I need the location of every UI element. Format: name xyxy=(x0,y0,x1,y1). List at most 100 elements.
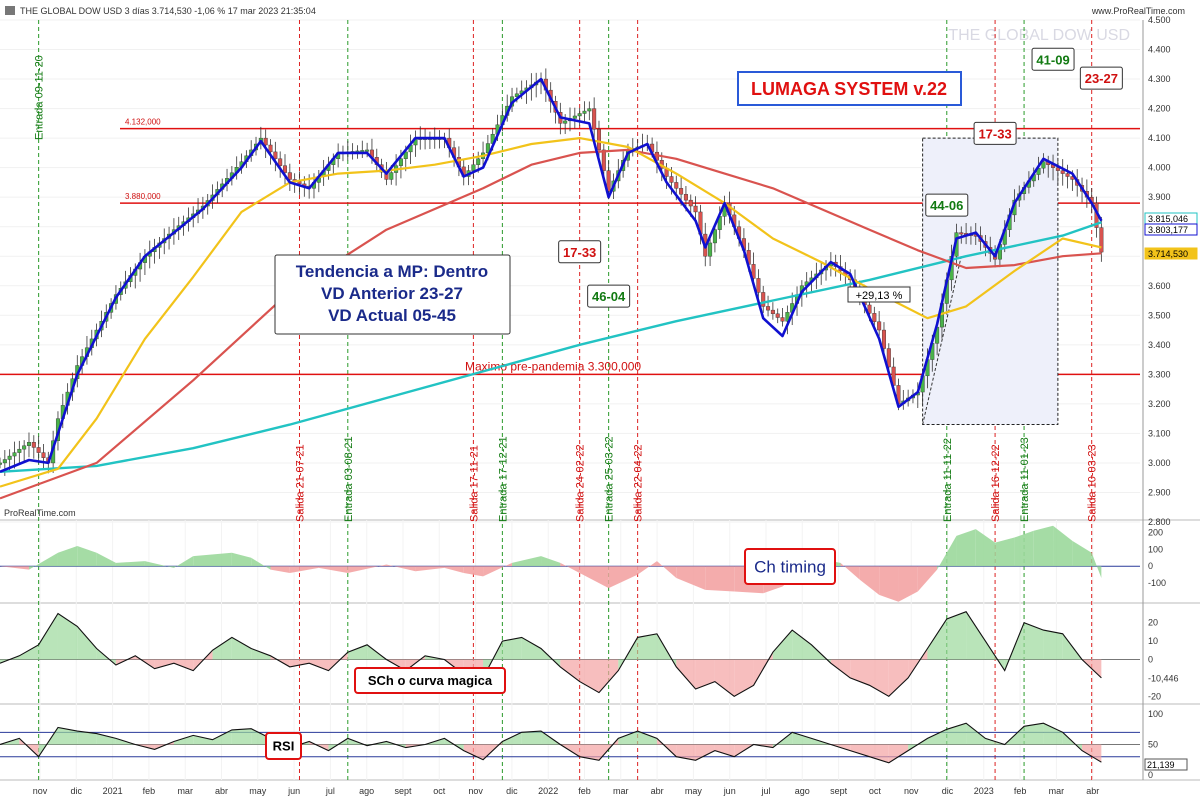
x-tick-label: 2022 xyxy=(538,786,558,796)
indicator-area xyxy=(154,659,174,669)
indicator-area xyxy=(96,733,116,745)
candle-body xyxy=(273,151,278,159)
candle-body xyxy=(669,176,674,183)
candle-body xyxy=(582,110,587,114)
candle-body xyxy=(693,205,698,213)
candle-body xyxy=(712,229,717,244)
indicator-label: Ch timing xyxy=(754,558,826,577)
signal-badge xyxy=(973,121,1017,145)
x-tick-label: nov xyxy=(904,786,919,796)
indicator-tick-label: 0 xyxy=(1148,770,1153,780)
level-label: 3.880,000 xyxy=(125,192,161,201)
y-tick-label: 3.400 xyxy=(1148,340,1171,350)
indicator-area xyxy=(830,659,851,678)
price-label: 3.803,177 xyxy=(1148,225,1188,235)
indicator-area xyxy=(251,648,271,660)
indicator-area xyxy=(212,729,232,745)
indicator-area xyxy=(927,619,947,660)
candle-body xyxy=(770,309,775,315)
indicator-label-box xyxy=(354,667,506,694)
exit-signal-label: Salida 10-03-23 xyxy=(1087,444,1099,522)
exit-signal-label: Salida 22-04-22 xyxy=(633,444,645,522)
candle-body xyxy=(572,115,577,119)
series-line-ma-cyan xyxy=(0,221,1102,473)
indicator-tick-label: 0 xyxy=(1148,561,1153,571)
candle-body xyxy=(26,442,31,446)
indicator-area xyxy=(850,659,870,686)
candle-body xyxy=(471,164,476,171)
indicator-tick-label: 20 xyxy=(1148,618,1158,628)
indicator-area xyxy=(289,659,310,667)
indicator-area xyxy=(444,566,464,573)
site-credit: www.ProRealTime.com xyxy=(1091,6,1185,16)
candle-body xyxy=(514,93,519,97)
indicator-area xyxy=(463,744,484,760)
indicator-area xyxy=(917,566,938,592)
y-tick-label: 4.500 xyxy=(1148,15,1171,25)
x-tick-label: feb xyxy=(578,786,591,796)
indicator-area xyxy=(966,611,986,660)
candle-body xyxy=(606,170,611,192)
chart-title: THE GLOBAL DOW USD 3 días 3.714,530 -1,0… xyxy=(20,6,316,16)
indicator-area xyxy=(1082,744,1102,763)
candle-body xyxy=(17,448,22,453)
signal-badge xyxy=(587,284,631,308)
prorealtime-credit: ProRealTime.com xyxy=(4,508,76,518)
indicator-area xyxy=(270,566,290,573)
indicator-area xyxy=(695,744,715,761)
x-tick-label: dic xyxy=(71,786,83,796)
indicator-area xyxy=(521,731,542,745)
indicator-area xyxy=(869,659,889,697)
series-line-smooth xyxy=(0,77,1103,474)
candle-body xyxy=(1060,170,1065,174)
indicator-area xyxy=(560,659,580,682)
indicator-area xyxy=(173,556,194,568)
price-label-box xyxy=(1144,247,1198,260)
indicator-area xyxy=(38,613,58,660)
indicator-area xyxy=(1024,622,1044,660)
y-tick-label: 3.100 xyxy=(1148,428,1171,438)
indicator-area xyxy=(1072,540,1092,567)
trend-text: VD Actual 05-45 xyxy=(328,306,456,325)
entry-signal-label: Entrada 25-03-22 xyxy=(604,436,616,522)
x-tick-label: 2021 xyxy=(103,786,123,796)
candle-body xyxy=(365,149,370,152)
price-label: 3.714,530 xyxy=(1148,249,1188,259)
rsi-last-box xyxy=(1144,758,1188,771)
candle-body xyxy=(596,129,601,151)
indicator-tick-label: 10 xyxy=(1148,636,1158,646)
candle-body xyxy=(268,144,273,153)
signal-badge-text: 23-27 xyxy=(1085,71,1118,86)
indicator-area xyxy=(772,630,793,660)
indicator-area xyxy=(734,659,754,697)
x-tick-label: dic xyxy=(942,786,954,796)
indicator-area xyxy=(850,744,870,757)
indicator-area xyxy=(898,566,918,602)
indicator-area xyxy=(714,744,735,757)
y-tick-label: 3.600 xyxy=(1148,281,1171,291)
indicator-area xyxy=(859,566,880,595)
candle-body xyxy=(592,108,597,130)
indicator-area xyxy=(888,744,909,763)
pct-label: +29,13 % xyxy=(856,290,903,302)
indicator-area xyxy=(483,562,513,577)
candle-body xyxy=(287,172,292,180)
indicator-tick-label: 100 xyxy=(1148,709,1163,719)
y-tick-label: 4.100 xyxy=(1148,133,1171,143)
x-tick-label: jun xyxy=(287,786,300,796)
indicator-label-box xyxy=(744,548,836,585)
exit-signal-label: Salida 17-11-21 xyxy=(468,445,480,522)
candle-body xyxy=(751,264,756,279)
indicator-area xyxy=(792,630,812,660)
indicator-area xyxy=(0,566,29,570)
indicator-area xyxy=(560,562,580,573)
indicator-area xyxy=(347,644,368,660)
indicator-tick-label: 100 xyxy=(1148,544,1163,554)
indicator-tick-label: 0 xyxy=(1148,655,1153,665)
indicator-area xyxy=(676,566,706,590)
indicator-area xyxy=(676,659,696,689)
indicator-area xyxy=(714,659,735,697)
signal-badge-text: 17-33 xyxy=(563,245,596,260)
candle-body xyxy=(297,181,302,185)
